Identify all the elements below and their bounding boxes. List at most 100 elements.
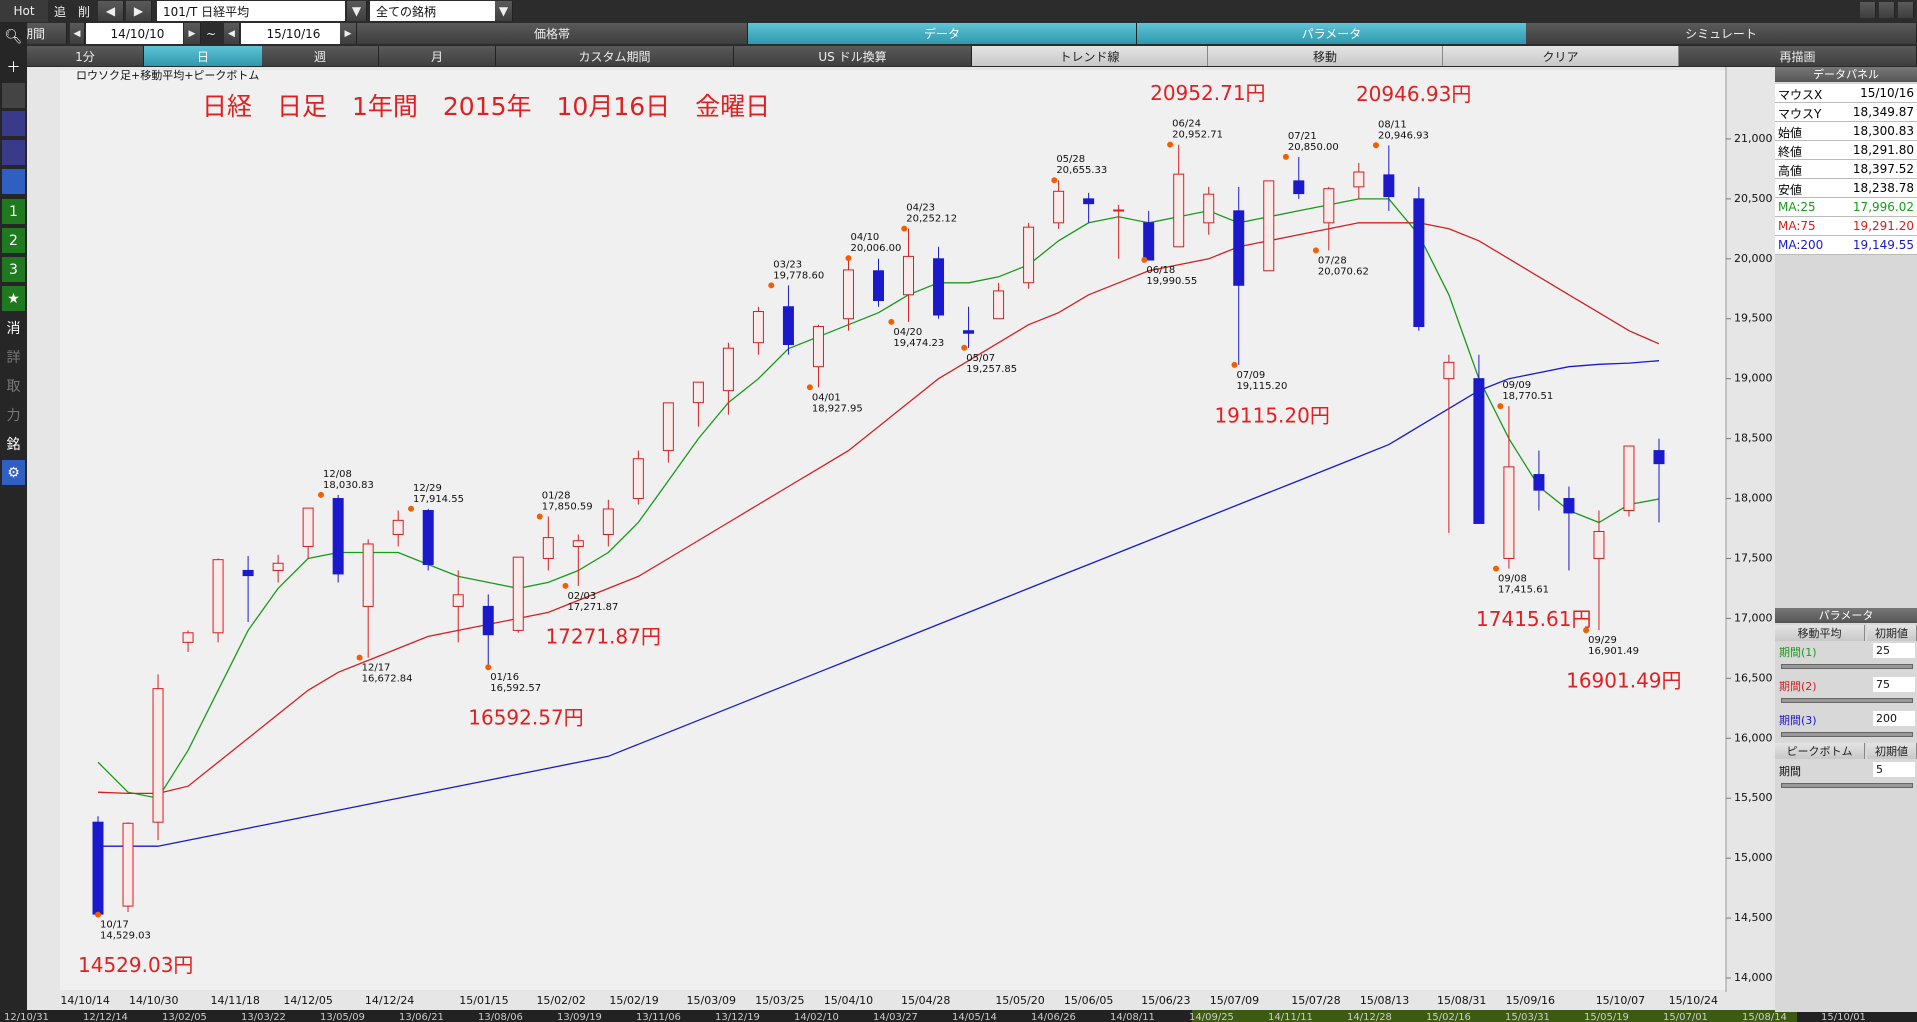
annotation-label: 17271.87円 — [545, 624, 660, 648]
close-button[interactable] — [1898, 2, 1914, 18]
slider[interactable] — [1781, 732, 1913, 737]
hot-button[interactable]: Hot — [0, 0, 48, 22]
x-tick-label: 15/04/10 — [824, 994, 873, 1007]
universe-box[interactable]: 全ての銘柄 — [370, 1, 495, 21]
y-tick-label: 20,000 — [1734, 252, 1773, 265]
slider[interactable] — [1781, 698, 1913, 703]
symbol-box[interactable]: 101/T 日経平均 — [157, 1, 345, 21]
candle-body — [122, 822, 134, 907]
x-tick-label: 14/12/24 — [365, 994, 414, 1007]
camera-icon[interactable] — [2, 83, 25, 108]
period-input[interactable]: 75 — [1873, 677, 1915, 692]
tab[interactable]: パラメータ — [1137, 23, 1526, 44]
default-button[interactable]: 初期値 — [1867, 743, 1917, 759]
start-date[interactable]: 14/10/10 — [86, 23, 183, 44]
x-tick-label: 14/11/18 — [211, 994, 260, 1007]
candle-body — [1263, 180, 1275, 272]
universe-dropdown[interactable]: ▼ — [495, 1, 513, 21]
prev-button[interactable]: ◀ — [98, 1, 124, 21]
next-button[interactable]: ▶ — [126, 1, 152, 21]
annotation-date: 04/10 — [850, 232, 879, 243]
candle-body — [1473, 378, 1485, 524]
ma-row: MA:200 19,149.55 — [1775, 236, 1917, 255]
flag-icon[interactable] — [2, 169, 25, 194]
x-tick-label: 15/06/05 — [1064, 994, 1113, 1007]
side-icon[interactable]: 力 — [6, 407, 21, 424]
annotation-value: 20,006.00 — [850, 243, 901, 254]
end-next[interactable]: ▶ — [340, 23, 357, 44]
side-icon[interactable]: 取 — [6, 378, 21, 395]
button[interactable]: 1分 — [27, 46, 144, 66]
start-next[interactable]: ▶ — [184, 23, 201, 44]
chart-icon[interactable] — [2, 111, 25, 136]
period-input[interactable]: 200 — [1873, 711, 1915, 726]
side-icon[interactable]: 2 — [2, 228, 25, 253]
search-icon[interactable]: 🔍︎ — [4, 28, 23, 45]
candle-body — [1023, 226, 1035, 284]
ma-line — [97, 222, 1660, 795]
peak-marker — [95, 911, 101, 918]
symbol-dropdown[interactable]: ▼ — [347, 1, 367, 21]
button[interactable]: US ドル換算 — [734, 46, 972, 66]
annotation-value: 14,529.03 — [100, 931, 151, 942]
side-icon[interactable]: 銘 — [6, 436, 21, 453]
annotation-value: 16,592.57 — [490, 683, 541, 694]
button[interactable]: 週 — [262, 46, 379, 66]
default-button[interactable]: 初期値 — [1867, 625, 1917, 641]
annotation-date: 04/23 — [906, 203, 935, 214]
x-tick-label: 15/04/28 — [901, 994, 950, 1007]
button[interactable]: 月 — [379, 46, 496, 66]
x-tick-label: 15/07/09 — [1210, 994, 1259, 1007]
end-date[interactable]: 15/10/16 — [241, 23, 340, 44]
data-row: 高値 18,397.52 — [1775, 160, 1917, 179]
y-tick-label: 17,000 — [1734, 611, 1773, 624]
peak-marker — [1282, 153, 1289, 160]
candle-body — [452, 594, 464, 607]
button[interactable]: 移動 — [1208, 46, 1443, 66]
add-button[interactable]: 追 — [53, 4, 66, 19]
y-tick-label: 19,500 — [1734, 312, 1773, 325]
period-input[interactable]: 5 — [1873, 762, 1915, 777]
candle-body — [1623, 445, 1635, 512]
start-prev[interactable]: ◀ — [70, 23, 85, 44]
button[interactable]: カスタム期間 — [496, 46, 734, 66]
minimize-button[interactable] — [1860, 2, 1876, 18]
tab[interactable]: 価格帯 — [357, 23, 748, 44]
side-icon[interactable]: 3 — [2, 257, 25, 282]
x-tick-label: 15/10/24 — [1669, 994, 1718, 1007]
slider[interactable] — [1781, 783, 1913, 788]
peak-marker — [1051, 177, 1058, 184]
annotation-value: 17,850.59 — [542, 501, 593, 512]
x-tick-label: 15/09/16 — [1506, 994, 1555, 1007]
button[interactable]: 再描画 — [1679, 46, 1917, 66]
candle-body — [1563, 498, 1575, 514]
button[interactable]: 日 — [144, 46, 262, 66]
tab[interactable]: シミュレート — [1526, 23, 1917, 44]
annotation-label: 16592.57円 — [468, 706, 583, 730]
candle-body — [152, 688, 164, 823]
indicator-icon[interactable] — [2, 140, 25, 165]
side-icon[interactable]: 消 — [6, 320, 21, 337]
plus-icon[interactable]: ＋ — [6, 59, 21, 76]
period-input[interactable]: 25 — [1873, 643, 1915, 658]
slider[interactable] — [1781, 664, 1913, 669]
side-icon[interactable]: 詳 — [6, 349, 21, 366]
button[interactable]: クリア — [1443, 46, 1679, 66]
delete-button[interactable]: 削 — [77, 4, 90, 19]
end-prev[interactable]: ◀ — [224, 23, 240, 44]
star-icon[interactable]: ★ — [2, 286, 25, 311]
annotation-date: 01/16 — [490, 672, 519, 683]
candle-body — [662, 402, 674, 452]
settings-icon[interactable]: ⚙ — [2, 460, 25, 485]
side-icon[interactable]: 1 — [2, 199, 25, 224]
annotation-value: 19,778.60 — [773, 270, 824, 281]
panel-title: データパネル — [1775, 67, 1917, 82]
maximize-button[interactable] — [1879, 2, 1895, 18]
x-tick-label: 15/05/20 — [995, 994, 1044, 1007]
button[interactable]: トレンド線 — [972, 46, 1208, 66]
section-label: 移動平均 — [1775, 625, 1865, 641]
tab[interactable]: データ — [748, 23, 1137, 44]
candle-body — [933, 258, 945, 316]
ma-value: 19,149.55 — [1852, 238, 1914, 252]
